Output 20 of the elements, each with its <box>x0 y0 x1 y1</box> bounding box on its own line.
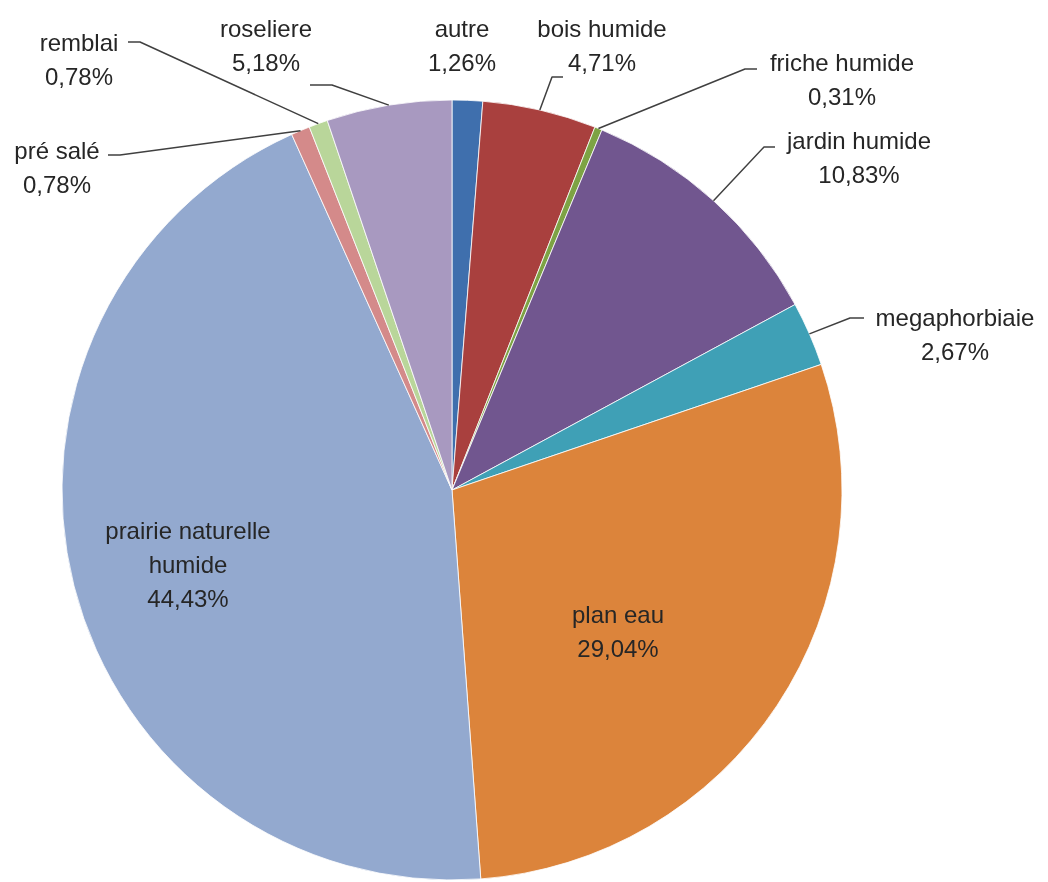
data-label: 0,31% <box>807 82 877 110</box>
data-label: 5,18% <box>231 48 301 76</box>
slice-label: jardin humide <box>785 126 932 154</box>
data-label: 0,78% <box>22 170 92 198</box>
slice-label: plan eau <box>571 600 665 628</box>
data-label: 2,67% <box>920 337 990 365</box>
data-label: 4,71% <box>567 48 637 76</box>
data-label: 0,78% <box>44 62 114 90</box>
slice-label: pré salé <box>14 136 100 164</box>
slice-label: autre <box>434 14 490 42</box>
data-label: 44,43% <box>147 584 229 612</box>
data-label: 29,04% <box>577 634 659 662</box>
slice-label: prairie naturelle humide <box>105 516 271 578</box>
slice-label: remblai <box>39 28 119 56</box>
slice-label: friche humide <box>769 48 915 76</box>
data-label: 1,26% <box>427 48 497 76</box>
slice-label: bois humide <box>537 14 667 42</box>
data-label: 10,83% <box>818 160 900 188</box>
slice-label: roseliere <box>219 14 313 42</box>
slice-label: megaphorbiaie <box>875 303 1035 331</box>
